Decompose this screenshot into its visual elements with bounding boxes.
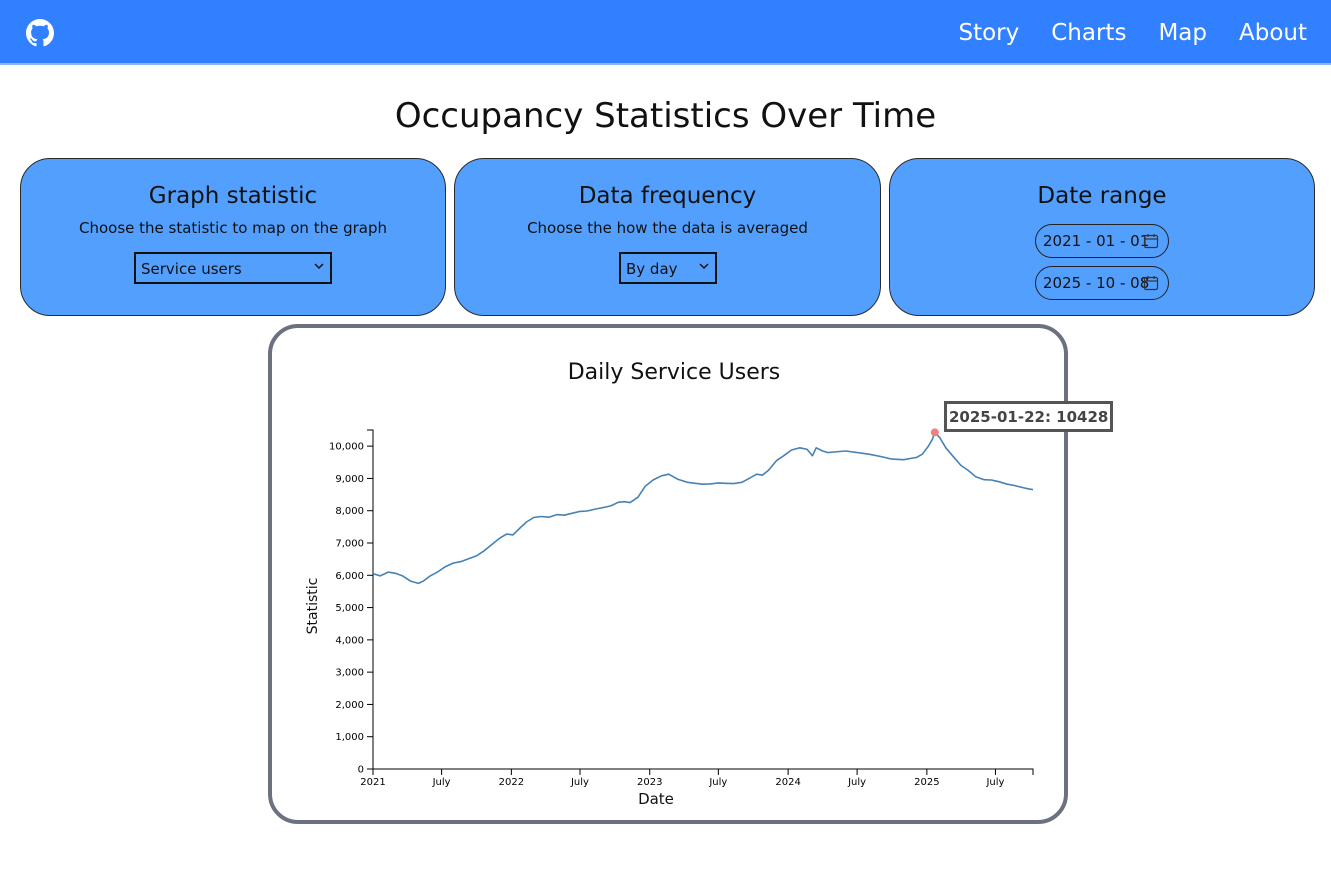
navbar: Story Charts Map About bbox=[0, 0, 1331, 65]
y-tick-label: 0 bbox=[358, 765, 364, 776]
frequency-card-title: Data frequency bbox=[578, 183, 757, 209]
nav-link-story[interactable]: Story bbox=[958, 19, 1020, 46]
start-date-input[interactable]: 2021 - 01 - 01 bbox=[1035, 224, 1169, 258]
series-line bbox=[372, 431, 1034, 585]
frequency-select-value: By day bbox=[626, 260, 678, 278]
calendar-icon[interactable] bbox=[1143, 233, 1159, 249]
x-tick-label: July bbox=[847, 777, 866, 788]
frequency-card: Data frequency Choose the how the data i… bbox=[454, 158, 881, 316]
x-tick-label: 2025 bbox=[914, 777, 939, 788]
frequency-select[interactable]: By day bbox=[619, 252, 717, 284]
chart-tooltip: 2025-01-22: 10428 bbox=[944, 401, 1114, 432]
x-tick-label: 2021 bbox=[360, 777, 385, 788]
y-axis-line bbox=[367, 429, 374, 770]
github-icon bbox=[26, 19, 54, 47]
y-tick-label: 9,000 bbox=[335, 474, 364, 485]
statistic-card: Graph statistic Choose the statistic to … bbox=[20, 158, 446, 316]
chevron-down-icon bbox=[699, 263, 709, 270]
nav-link-charts[interactable]: Charts bbox=[1051, 19, 1127, 46]
statistic-select-value: Service users bbox=[141, 260, 242, 278]
y-tick-label: 5,000 bbox=[335, 603, 364, 614]
end-date-input[interactable]: 2025 - 10 - 08 bbox=[1035, 266, 1169, 300]
x-tick-label: July bbox=[432, 777, 451, 788]
chart-axes: 0 1,000 2,000 3,000 4,000 5,000 6,000 7,000 8,00… bbox=[329, 429, 1034, 788]
start-date-value: 2021 - 01 - 01 bbox=[1043, 232, 1150, 250]
x-tick-label: 2023 bbox=[637, 777, 662, 788]
x-tick-label: July bbox=[985, 777, 1004, 788]
highlight-point[interactable] bbox=[930, 428, 939, 437]
y-tick-label: 6,000 bbox=[335, 571, 364, 582]
frequency-card-description: Choose the how the data is averaged bbox=[527, 219, 808, 237]
y-tick-label: 3,000 bbox=[335, 668, 364, 679]
y-tick-label: 10,000 bbox=[329, 442, 364, 453]
y-tick-label: 4,000 bbox=[335, 635, 364, 646]
page-title: Occupancy Statistics Over Time bbox=[394, 96, 937, 136]
nav-links: Story Charts Map About bbox=[958, 0, 1307, 65]
x-tick-label: July bbox=[570, 777, 589, 788]
x-tick-label: July bbox=[708, 777, 727, 788]
y-tick-label: 2,000 bbox=[335, 700, 364, 711]
date-range-card-title: Date range bbox=[1037, 183, 1167, 209]
calendar-icon[interactable] bbox=[1143, 275, 1159, 291]
statistic-card-title: Graph statistic bbox=[148, 183, 318, 209]
statistic-select[interactable]: Service users bbox=[134, 252, 332, 284]
x-axis-line bbox=[372, 768, 1034, 775]
y-tick-label: 7,000 bbox=[335, 539, 364, 550]
chart-title: Daily Service Users bbox=[568, 360, 781, 385]
x-axis-label: Date bbox=[638, 790, 674, 808]
chevron-down-icon bbox=[314, 263, 324, 270]
github-link[interactable] bbox=[26, 19, 54, 47]
nav-link-about[interactable]: About bbox=[1238, 19, 1307, 46]
statistic-card-description: Choose the statistic to map on the graph bbox=[78, 219, 387, 237]
chart-card bbox=[268, 324, 1068, 824]
x-tick-label: 2022 bbox=[499, 777, 524, 788]
date-range-card: Date range 2021 - 01 - 01 2025 - 10 - 08 bbox=[889, 158, 1315, 316]
chart-series bbox=[372, 428, 1034, 585]
end-date-value: 2025 - 10 - 08 bbox=[1043, 274, 1150, 292]
y-tick-label: 1,000 bbox=[335, 732, 364, 743]
y-tick-label: 8,000 bbox=[335, 506, 364, 517]
y-axis-label: Statistic bbox=[305, 578, 321, 635]
nav-link-map[interactable]: Map bbox=[1158, 19, 1207, 46]
x-tick-label: 2024 bbox=[775, 777, 800, 788]
